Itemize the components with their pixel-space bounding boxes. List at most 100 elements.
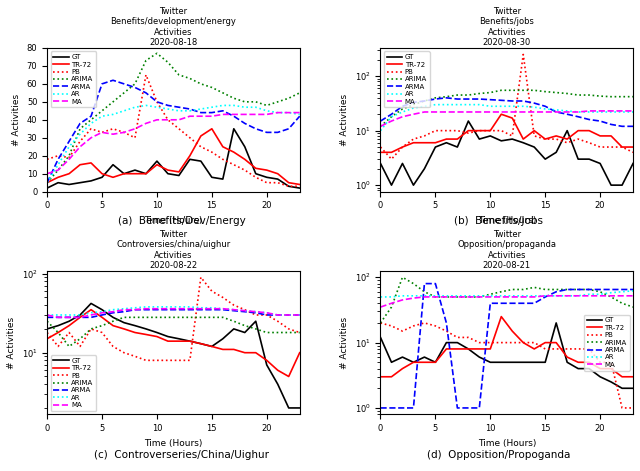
AR — [520, 293, 527, 299]
GT — [399, 161, 406, 166]
MA — [497, 294, 505, 300]
MA — [520, 294, 527, 300]
TR-72 — [486, 128, 494, 133]
ARIMA — [164, 59, 172, 65]
TR-72 — [98, 171, 106, 177]
PB — [98, 130, 106, 135]
ARIMA — [197, 315, 205, 320]
Legend: GT, TR-72, PB, ARIMA, ARMA, AR, MA: GT, TR-72, PB, ARIMA, ARMA, AR, MA — [51, 51, 97, 107]
AR — [574, 109, 582, 115]
ARMA — [442, 95, 450, 101]
PB — [274, 318, 282, 324]
GT — [263, 174, 271, 180]
ARMA — [252, 126, 260, 131]
ARIMA — [442, 94, 450, 99]
TR-72 — [87, 307, 95, 313]
TR-72 — [465, 346, 472, 352]
GT — [486, 359, 494, 365]
PB — [120, 130, 128, 135]
TR-72 — [388, 374, 396, 380]
PB — [377, 320, 385, 326]
ARMA — [420, 98, 428, 104]
MA — [377, 123, 385, 129]
GT — [388, 359, 396, 365]
ARIMA — [252, 99, 260, 105]
TR-72 — [629, 144, 637, 150]
ARIMA — [454, 92, 461, 98]
ARMA — [274, 130, 282, 135]
ARMA — [410, 99, 417, 105]
GT — [629, 161, 637, 166]
ARIMA — [465, 92, 472, 98]
ARMA — [607, 287, 615, 292]
ARIMA — [175, 72, 183, 78]
PB — [607, 359, 615, 365]
ARIMA — [175, 315, 183, 320]
MA — [252, 112, 260, 117]
ARIMA — [164, 315, 172, 320]
PB — [241, 167, 248, 173]
GT — [618, 385, 626, 391]
Line: ARIMA: ARIMA — [381, 277, 633, 323]
ARMA — [54, 315, 62, 320]
ARIMA — [520, 88, 527, 93]
ARMA — [618, 287, 626, 292]
MA — [574, 109, 582, 115]
Legend: GT, TR-72, PB, ARIMA, ARMA, AR, MA: GT, TR-72, PB, ARIMA, ARMA, AR, MA — [51, 355, 97, 411]
ARMA — [629, 123, 637, 129]
Title: Twitter
Benefits/jobs
Activities
2020-08-30: Twitter Benefits/jobs Activities 2020-08… — [479, 7, 534, 47]
ARMA — [552, 289, 560, 294]
TR-72 — [76, 315, 84, 320]
GT — [274, 176, 282, 182]
Title: Twitter
Controversies/china/uighur
Activities
2020-08-22: Twitter Controversies/china/uighur Activ… — [116, 230, 230, 270]
GT — [197, 341, 205, 347]
GT — [120, 320, 128, 325]
MA — [54, 315, 62, 320]
GT — [377, 334, 385, 340]
MA — [410, 295, 417, 301]
GT — [497, 359, 505, 365]
TR-72 — [54, 174, 62, 180]
ARIMA — [142, 57, 150, 63]
PB — [296, 183, 303, 189]
GT — [596, 374, 604, 380]
PB — [476, 128, 483, 133]
TR-72 — [563, 354, 571, 360]
AR — [87, 310, 95, 316]
ARMA — [420, 281, 428, 286]
GT — [531, 359, 538, 365]
AR — [296, 112, 303, 117]
PB — [399, 328, 406, 334]
ARMA — [497, 97, 505, 103]
AR — [486, 104, 494, 109]
ARMA — [219, 108, 227, 114]
TR-72 — [377, 149, 385, 155]
AR — [109, 307, 117, 313]
ARIMA — [230, 96, 237, 101]
PB — [497, 128, 505, 133]
X-axis label: Time (Hours): Time (Hours) — [144, 439, 203, 448]
ARIMA — [208, 85, 216, 90]
X-axis label: Time (Hours): Time (Hours) — [144, 216, 203, 225]
ARMA — [76, 315, 84, 320]
PB — [109, 344, 117, 349]
TR-72 — [442, 346, 450, 352]
MA — [442, 294, 450, 300]
ARMA — [175, 307, 183, 313]
PB — [586, 346, 593, 352]
MA — [208, 306, 216, 311]
GT — [252, 318, 260, 324]
MA — [76, 315, 84, 320]
GT — [44, 326, 51, 332]
TR-72 — [388, 149, 396, 155]
ARMA — [98, 312, 106, 318]
ARIMA — [76, 126, 84, 131]
ARMA — [431, 96, 439, 102]
ARMA — [142, 307, 150, 313]
AR — [431, 293, 439, 299]
ARMA — [44, 315, 51, 320]
AR — [618, 109, 626, 115]
AR — [208, 305, 216, 310]
ARMA — [541, 294, 549, 300]
ARIMA — [497, 289, 505, 294]
